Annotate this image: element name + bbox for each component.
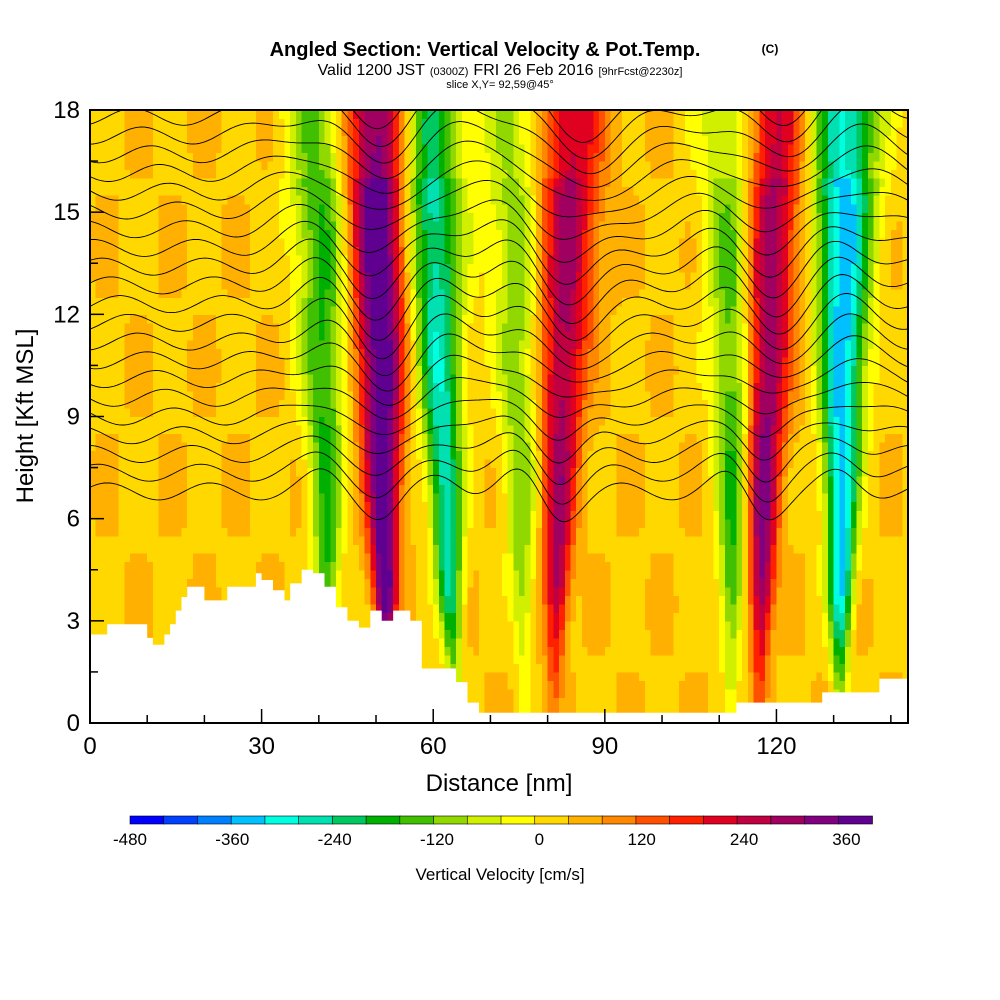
colorbar-swatch [601, 815, 637, 825]
chart-title: Angled Section: Vertical Velocity & Pot.… [270, 39, 701, 61]
colorbar-swatch [399, 815, 435, 825]
y-tick-label: 12 [53, 301, 80, 328]
x-tick-label: 90 [591, 733, 618, 760]
colorbar-swatch [433, 815, 469, 825]
colorbar-swatch [163, 815, 199, 825]
plot-area [90, 110, 908, 723]
colorbar-tick-label: -240 [318, 830, 352, 849]
colorbar-swatch [264, 815, 300, 825]
colorbar-tick-label: 240 [730, 830, 758, 849]
colorbar-tick-label: 360 [832, 830, 860, 849]
colorbar-swatch [669, 815, 705, 825]
terrain-profile [90, 569, 908, 723]
colorbar-swatch [298, 815, 334, 825]
colorbar-swatch [770, 815, 806, 825]
x-axis-label: Distance [nm] [426, 770, 573, 797]
chart-subtitle: Valid 1200 JST (0300Z) FRI 26 Feb 2016 [9hr… [318, 62, 683, 79]
colorbar-swatch [332, 815, 367, 825]
x-axis: 0 30 60 90 120 [83, 709, 892, 760]
colorbar-swatch [837, 815, 873, 825]
x-tick-label: 120 [756, 733, 796, 760]
y-tick-label: 9 [67, 404, 80, 431]
colorbar-swatch [466, 815, 502, 825]
colorbar-swatch [197, 815, 232, 825]
potential-temperature-contours [90, 110, 908, 523]
colorbar-label: Vertical Velocity [cm/s] [415, 865, 584, 884]
colorbar-swatch [568, 815, 603, 825]
colorbar-swatch [804, 815, 840, 825]
colorbar-tick-label: -360 [215, 830, 249, 849]
y-tick-label: 3 [67, 608, 80, 635]
colorbar-tick-label: 120 [628, 830, 656, 849]
colorbar-swatch [736, 815, 772, 825]
y-tick-label: 0 [67, 710, 80, 737]
colorbar-tick-label: 0 [535, 830, 544, 849]
x-tick-label: 30 [248, 733, 275, 760]
y-axis: 0 3 6 9 12 15 18 [53, 97, 104, 737]
x-tick-label: 60 [420, 733, 447, 760]
x-tick-label: 0 [83, 733, 96, 760]
colorbar-swatch [500, 815, 536, 825]
y-tick-label: 18 [53, 97, 80, 124]
colorbar-swatch [703, 815, 738, 825]
colorbar-swatch [635, 815, 671, 825]
colorbar-swatch [230, 815, 266, 825]
colorbar-tick-label: -480 [113, 830, 147, 849]
colorbar-swatch [534, 815, 570, 825]
slice-note: slice X,Y= 92,59@45° [446, 79, 554, 91]
y-tick-label: 6 [67, 506, 80, 533]
colorbar-swatch [365, 815, 401, 825]
y-tick-label: 15 [53, 199, 80, 226]
chart-title-mark: (C) [762, 42, 779, 56]
colorbar [129, 815, 873, 825]
colorbar-ticks: -480 -360 -240 -120 0 120 240 360 [113, 830, 861, 849]
colorbar-swatch [129, 815, 165, 825]
colorbar-tick-label: -120 [420, 830, 454, 849]
y-axis-label: Height [Kft MSL] [12, 329, 39, 504]
